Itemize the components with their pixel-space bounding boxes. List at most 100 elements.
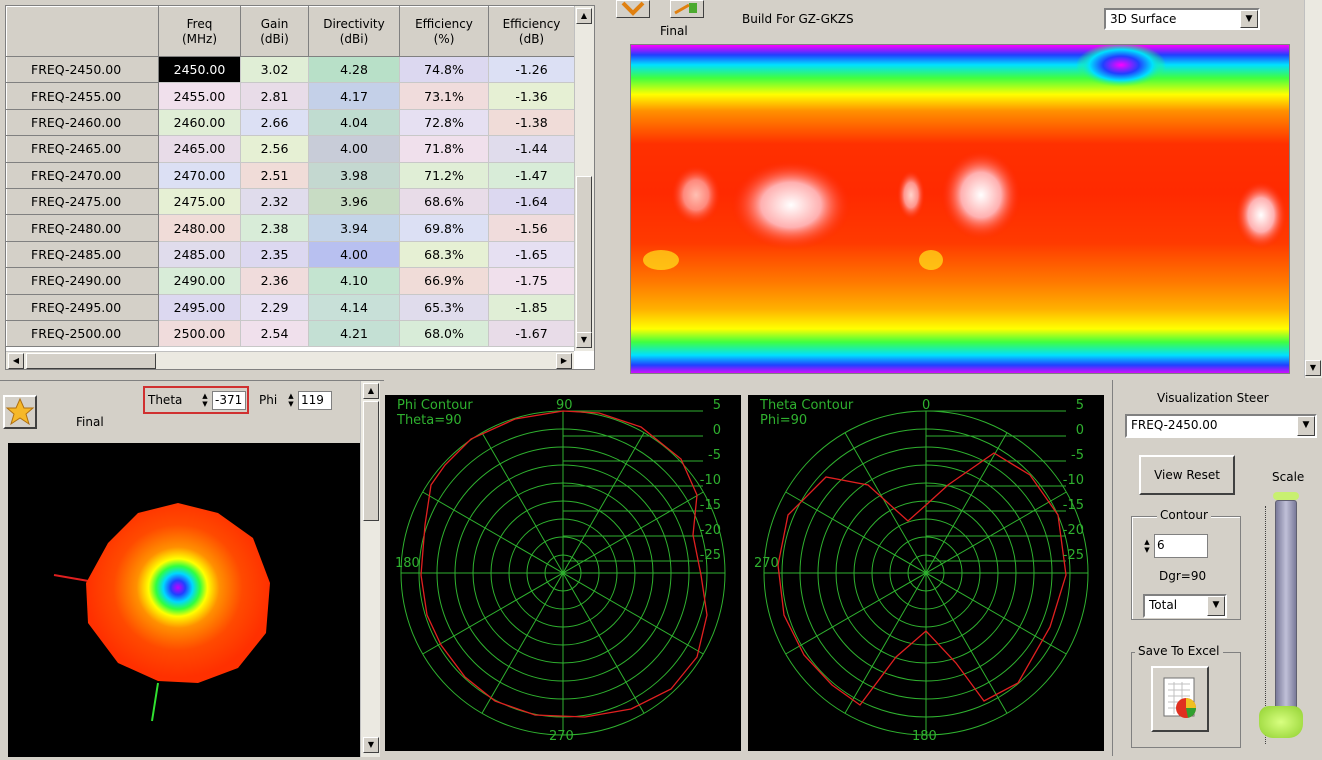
directivity-cell[interactable]: 3.98: [308, 161, 400, 189]
efficiency-pct-cell[interactable]: 72.8%: [399, 108, 489, 137]
header-efficiency-pct[interactable]: Efficiency (%): [399, 6, 489, 57]
table-vertical-scrollbar[interactable]: ▲ ▼: [574, 6, 594, 351]
phi-spinner[interactable]: ▲ ▼: [285, 392, 297, 408]
gain-cell[interactable]: 2.56: [240, 135, 309, 163]
directivity-cell[interactable]: 3.94: [308, 214, 400, 242]
header-gain[interactable]: Gain (dBi): [240, 6, 309, 57]
efficiency-pct-cell[interactable]: 65.3%: [399, 293, 489, 321]
efficiency-pct-cell[interactable]: 66.9%: [399, 267, 489, 295]
row-header[interactable]: FREQ-2470.00: [6, 161, 159, 189]
row-header[interactable]: FREQ-2485.00: [6, 240, 159, 269]
steer-select[interactable]: FREQ-2450.00 ▼: [1125, 414, 1317, 438]
table-row[interactable]: FREQ-2485.00 2485.00 2.35 4.00 68.3% -1.65: [6, 240, 575, 269]
table-row[interactable]: FREQ-2455.00 2455.00 2.81 4.17 73.1% -1.36: [6, 82, 575, 110]
gain-cell[interactable]: 2.38: [240, 214, 309, 242]
directivity-cell[interactable]: 4.28: [308, 55, 400, 84]
gain-cell[interactable]: 2.35: [240, 240, 309, 269]
table-row[interactable]: FREQ-2450.00 2450.00 3.02 4.28 74.8% -1.26: [6, 55, 575, 84]
scale-slider-track[interactable]: [1275, 500, 1297, 736]
row-header[interactable]: FREQ-2465.00: [6, 135, 159, 163]
row-header[interactable]: FREQ-2500.00: [6, 319, 159, 348]
phi-contour-plot[interactable]: Phi Contour Theta=90 90 180 270 5 0 -5 -10 -…: [385, 395, 741, 751]
theta-contour-plot[interactable]: Theta Contour Phi=90 0 270 180 5 0 -5 -10 -1…: [748, 395, 1104, 751]
final-view-button[interactable]: [616, 0, 650, 18]
efficiency-db-cell[interactable]: -1.85: [488, 293, 575, 321]
directivity-cell[interactable]: 4.17: [308, 82, 400, 110]
view-reset-button[interactable]: View Reset: [1139, 455, 1235, 495]
directivity-cell[interactable]: 4.00: [308, 135, 400, 163]
surface-view-select[interactable]: 3D Surface ▼: [1104, 8, 1260, 30]
scroll-down-icon[interactable]: ▼: [363, 737, 379, 753]
gain-cell[interactable]: 2.36: [240, 267, 309, 295]
favorite-button[interactable]: [3, 395, 37, 429]
directivity-cell[interactable]: 4.14: [308, 293, 400, 321]
gain-cell[interactable]: 2.51: [240, 161, 309, 189]
table-row[interactable]: FREQ-2475.00 2475.00 2.32 3.96 68.6% -1.64: [6, 187, 575, 216]
row-header[interactable]: FREQ-2490.00: [6, 267, 159, 295]
gain-cell[interactable]: 2.54: [240, 319, 309, 348]
theta-input[interactable]: -371: [212, 391, 246, 410]
efficiency-pct-cell[interactable]: 68.3%: [399, 240, 489, 269]
row-header[interactable]: FREQ-2460.00: [6, 108, 159, 137]
directivity-cell[interactable]: 3.96: [308, 187, 400, 216]
chevron-down-icon[interactable]: ▼: [1207, 596, 1225, 616]
table-row[interactable]: FREQ-2495.00 2495.00 2.29 4.14 65.3% -1.85: [6, 293, 575, 321]
freq-cell[interactable]: 2460.00: [158, 108, 241, 137]
freq-cell[interactable]: 2490.00: [158, 267, 241, 295]
efficiency-db-cell[interactable]: -1.65: [488, 240, 575, 269]
table-row[interactable]: FREQ-2470.00 2470.00 2.51 3.98 71.2% -1.47: [6, 161, 575, 189]
freq-cell[interactable]: 2455.00: [158, 82, 241, 110]
row-header[interactable]: FREQ-2495.00: [6, 293, 159, 321]
gain-cell[interactable]: 2.32: [240, 187, 309, 216]
directivity-cell[interactable]: 4.04: [308, 108, 400, 137]
freq-cell[interactable]: 2475.00: [158, 187, 241, 216]
efficiency-pct-cell[interactable]: 69.8%: [399, 214, 489, 242]
efficiency-db-cell[interactable]: -1.44: [488, 135, 575, 163]
gain-cell[interactable]: 2.66: [240, 108, 309, 137]
directivity-cell[interactable]: 4.21: [308, 319, 400, 348]
table-row[interactable]: FREQ-2480.00 2480.00 2.38 3.94 69.8% -1.56: [6, 214, 575, 242]
pattern-scrollbar[interactable]: ▲ ▼: [360, 381, 380, 757]
freq-cell[interactable]: 2495.00: [158, 293, 241, 321]
pattern3d-view[interactable]: [8, 443, 360, 757]
phi-input[interactable]: 119: [298, 391, 332, 410]
freq-cell[interactable]: 2485.00: [158, 240, 241, 269]
table-vscroll-thumb[interactable]: [576, 176, 592, 346]
efficiency-pct-cell[interactable]: 71.8%: [399, 135, 489, 163]
gain-cell[interactable]: 3.02: [240, 55, 309, 84]
efficiency-db-cell[interactable]: -1.67: [488, 319, 575, 348]
row-header[interactable]: FREQ-2455.00: [6, 82, 159, 110]
freq-cell[interactable]: 2450.00: [158, 55, 241, 84]
chevron-down-icon[interactable]: ▼: [1297, 416, 1315, 436]
efficiency-db-cell[interactable]: -1.38: [488, 108, 575, 137]
table-hscroll-thumb[interactable]: [26, 353, 156, 369]
contour-input[interactable]: 6: [1154, 534, 1208, 558]
header-efficiency-db[interactable]: Efficiency (dB): [488, 6, 575, 57]
mode-select[interactable]: Total ▼: [1143, 594, 1227, 618]
freq-cell[interactable]: 2465.00: [158, 135, 241, 163]
efficiency-db-cell[interactable]: -1.36: [488, 82, 575, 110]
efficiency-db-cell[interactable]: -1.47: [488, 161, 575, 189]
theta-spinner[interactable]: ▲ ▼: [199, 392, 211, 408]
freq-cell[interactable]: 2480.00: [158, 214, 241, 242]
efficiency-pct-cell[interactable]: 71.2%: [399, 161, 489, 189]
directivity-cell[interactable]: 4.10: [308, 267, 400, 295]
surface-plot[interactable]: [630, 44, 1290, 374]
efficiency-pct-cell[interactable]: 68.0%: [399, 319, 489, 348]
scroll-up-icon[interactable]: ▲: [576, 8, 592, 24]
efficiency-db-cell[interactable]: -1.75: [488, 267, 575, 295]
efficiency-pct-cell[interactable]: 68.6%: [399, 187, 489, 216]
efficiency-pct-cell[interactable]: 73.1%: [399, 82, 489, 110]
scroll-down-icon[interactable]: ▼: [576, 332, 592, 348]
freq-cell[interactable]: 2500.00: [158, 319, 241, 348]
row-header[interactable]: FREQ-2475.00: [6, 187, 159, 216]
scale-slider-thumb[interactable]: [1259, 706, 1303, 738]
gain-cell[interactable]: 2.81: [240, 82, 309, 110]
efficiency-db-cell[interactable]: -1.26: [488, 55, 575, 84]
freq-cell[interactable]: 2470.00: [158, 161, 241, 189]
gain-cell[interactable]: 2.29: [240, 293, 309, 321]
row-header[interactable]: FREQ-2480.00: [6, 214, 159, 242]
save-excel-button[interactable]: [1151, 666, 1209, 732]
table-horizontal-scrollbar[interactable]: ◀ ▶: [6, 351, 574, 369]
efficiency-pct-cell[interactable]: 74.8%: [399, 55, 489, 84]
